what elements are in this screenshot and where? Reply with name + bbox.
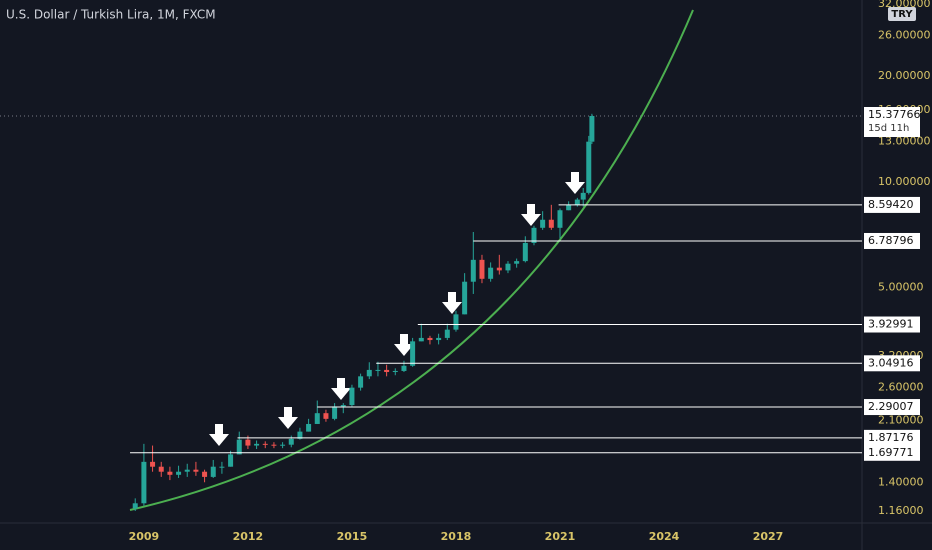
x-tick-label: 2024	[649, 530, 680, 543]
level-label-box	[864, 399, 920, 416]
currency-box	[888, 7, 916, 21]
candle-body	[366, 369, 372, 377]
candle-body	[488, 267, 494, 279]
candle-body	[158, 466, 164, 472]
candle-body	[580, 192, 586, 200]
last-price-box	[864, 107, 920, 138]
y-tick-label: 2.60000	[878, 381, 924, 394]
candle-body	[254, 443, 260, 446]
candle-body	[392, 370, 398, 373]
candle-body	[589, 116, 595, 142]
y-tick-label: 13.00000	[878, 135, 931, 148]
candle-body	[297, 431, 303, 439]
level-label: 8.59420	[868, 198, 914, 211]
candle-body	[496, 267, 502, 271]
level-label-box	[864, 444, 920, 461]
level-label: 2.29007	[868, 400, 914, 413]
candle-body	[210, 466, 216, 477]
candle-body	[202, 471, 208, 477]
candle-body	[358, 376, 364, 388]
candle-body	[184, 469, 190, 472]
candle-body	[427, 337, 433, 341]
candle-body	[167, 471, 173, 475]
level-label: 6.78796	[868, 234, 914, 247]
level-label-box	[864, 429, 920, 446]
candle-body	[418, 337, 424, 342]
y-tick-label: 5.00000	[878, 281, 924, 294]
candle-body	[245, 439, 251, 446]
level-label: 1.69771	[868, 446, 914, 459]
candle-body	[444, 329, 450, 338]
level-label: 3.92991	[868, 318, 914, 331]
candle-body	[141, 461, 147, 504]
x-tick-label: 2009	[129, 530, 160, 543]
candle-body	[271, 444, 277, 446]
candle-body	[193, 469, 199, 472]
candle-body	[436, 337, 442, 341]
candle-body	[453, 314, 459, 330]
chart-title: U.S. Dollar / Turkish Lira, 1M, FXCM	[6, 8, 216, 22]
candle-body	[340, 405, 346, 407]
candle-body	[262, 443, 268, 445]
x-tick-label: 2018	[441, 530, 472, 543]
level-label: 3.04916	[868, 356, 914, 369]
candle-body	[462, 281, 468, 315]
candle-body	[557, 210, 563, 228]
countdown: 15d 11h	[868, 123, 909, 134]
candle-body	[470, 259, 476, 282]
x-tick-label: 2012	[233, 530, 264, 543]
level-label-box	[864, 196, 920, 213]
candle-body	[522, 242, 528, 262]
x-tick-label: 2015	[337, 530, 368, 543]
candle-body	[323, 413, 329, 419]
y-tick-label: 1.16000	[878, 504, 924, 517]
candle-body	[150, 461, 156, 467]
x-tick-label: 2027	[753, 530, 784, 543]
level-label: 1.87176	[868, 431, 914, 444]
candle-body	[132, 503, 138, 509]
candle-body	[280, 444, 286, 446]
candle-body	[349, 387, 355, 406]
candle-body	[401, 365, 407, 371]
level-label-box	[864, 316, 920, 333]
candle-body	[236, 439, 242, 455]
y-tick-label: 1.40000	[878, 475, 924, 488]
candle-body	[410, 341, 416, 366]
y-tick-label: 20.00000	[878, 69, 931, 82]
last-price-label: 15.37766	[868, 108, 921, 121]
candle-body	[375, 369, 381, 371]
y-tick-label: 32.00000	[878, 0, 931, 10]
y-tick-label: 10.00000	[878, 175, 931, 188]
candle-body	[219, 466, 225, 468]
candle-body	[332, 406, 338, 419]
candle-body	[314, 413, 320, 424]
currency-label: TRY	[891, 9, 913, 20]
candle-body	[540, 219, 546, 228]
candle-body	[586, 141, 592, 193]
trend-curve	[129, 9, 694, 511]
candle-body	[514, 261, 520, 264]
candle-body	[548, 219, 554, 228]
candle-body	[479, 259, 485, 279]
candle-body	[288, 438, 294, 445]
candle-body	[384, 369, 390, 373]
candle-body	[531, 227, 537, 243]
candle-body	[574, 199, 580, 205]
x-tick-label: 2021	[545, 530, 576, 543]
candle-body	[505, 263, 511, 271]
y-tick-label: 2.10000	[878, 413, 924, 426]
level-label-box	[864, 355, 920, 372]
y-tick-label: 26.00000	[878, 29, 931, 42]
candle-body	[228, 454, 234, 467]
level-label-box	[864, 232, 920, 249]
candle-body	[176, 471, 182, 475]
candle-body	[306, 423, 312, 432]
candle-body	[566, 204, 572, 211]
